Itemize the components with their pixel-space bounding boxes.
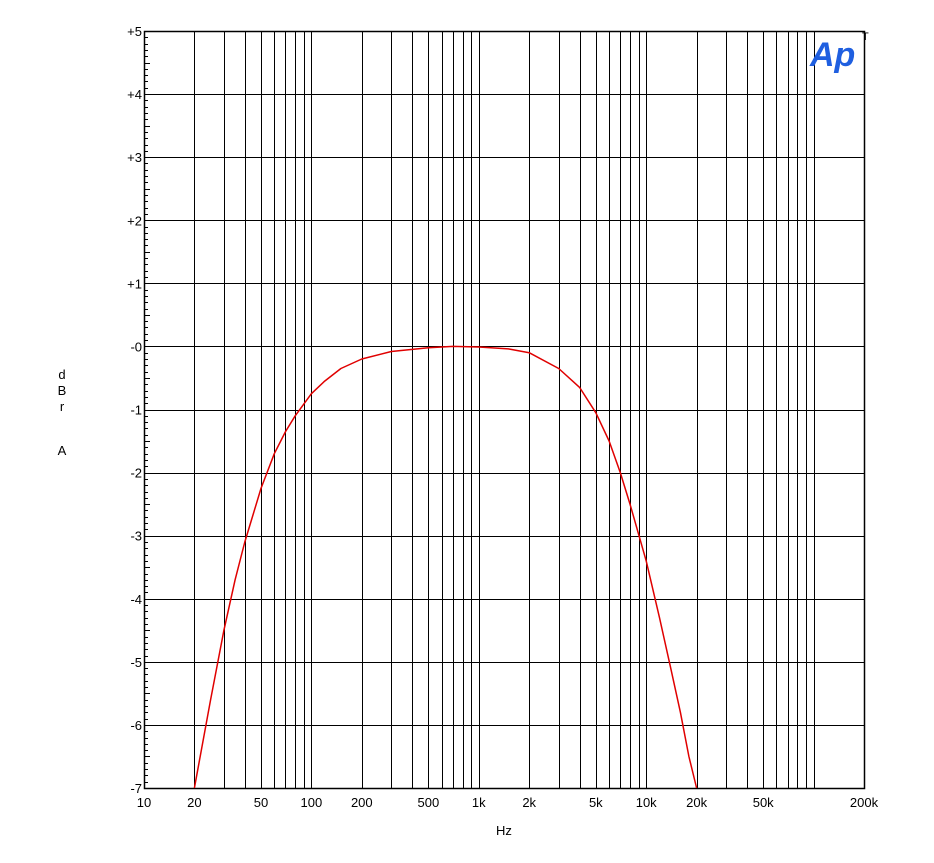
x-tick-labels: 10 20 50 100 200 500 1k 2k 5k 10k 20k 50k 200k [137,795,879,810]
x-tick-label: 1k [472,795,486,810]
y-tick-label: -0 [130,339,142,354]
ap-logo: Ap T [809,31,869,74]
x-tick-label: 2k [522,795,536,810]
series-layer [193,345,698,789]
y-tick-label: +3 [127,150,142,165]
y-tick-label: -7 [130,781,142,796]
x-tick-label: 200k [850,795,879,810]
y-tick-label: +2 [127,213,142,228]
y-tick-label: -5 [130,655,142,670]
y-tick-label: +4 [127,87,142,102]
y-tick-label: +1 [127,276,142,291]
y-tick-label: -3 [130,529,142,544]
x-tick-label: 5k [589,795,603,810]
y-axis-title-line: B [58,383,67,398]
y-tick-label: -4 [130,592,142,607]
y-tick-labels: +5 +4 +3 +2 +1 -0 -1 -2 -3 -4 -5 -6 -7 [127,24,142,796]
y-axis-title-line: A [58,443,67,458]
plot-frame [143,30,866,790]
x-tick-label: 50k [753,795,774,810]
y-axis-title-line: d [58,367,65,382]
x-tick-label: 10 [137,795,151,810]
x-tick-label: 10k [636,795,657,810]
ap-logo-mark: T [862,31,869,43]
grid [144,31,865,789]
series-line [193,345,698,789]
x-tick-label: 50 [254,795,268,810]
y-tick-label: -1 [130,403,142,418]
x-tick-label: 20k [686,795,707,810]
y-tick-label: -2 [130,466,142,481]
y-axis-title: d B r A [58,367,67,458]
y-tick-label: -6 [130,718,142,733]
x-tick-label: 20 [187,795,201,810]
y-tick-label: +5 [127,24,142,39]
x-tick-label: 500 [418,795,440,810]
x-axis-title: Hz [496,823,512,838]
plot-border [143,30,866,790]
x-tick-label: 100 [301,795,323,810]
y-axis-title-line: r [60,399,65,414]
ap-logo-text: Ap [809,36,855,74]
x-tick-label: 200 [351,795,373,810]
